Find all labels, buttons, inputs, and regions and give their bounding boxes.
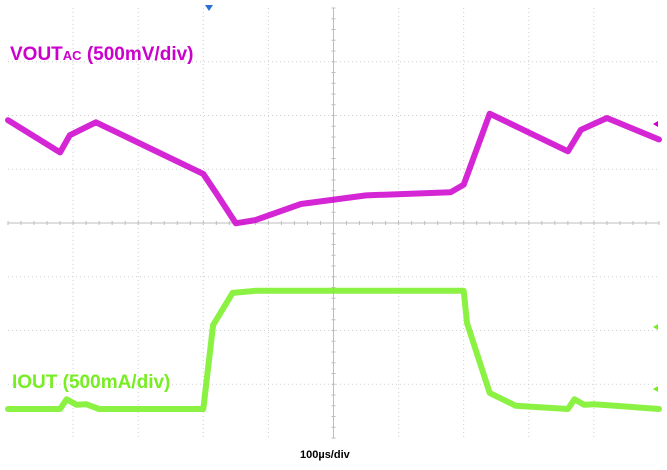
- series-label-vout-main: VOUT: [10, 44, 63, 65]
- trigger-position-marker: [205, 5, 213, 11]
- iout-trace: [5, 287, 662, 412]
- series-label-vout-subscript: AC: [62, 48, 82, 63]
- series-label-vout-scale: (500mV/div): [81, 44, 194, 65]
- series-label-vout: VOUTAC (500mV/div): [10, 44, 194, 66]
- vout-ground-marker: [653, 121, 658, 127]
- series-label-iout: IOUT (500mA/div): [12, 372, 171, 393]
- iout-ground-marker: [653, 386, 658, 392]
- time-scale-label: 100µs/div: [300, 449, 350, 461]
- channel-markers: [205, 5, 658, 392]
- iout-trigger-marker: [653, 324, 658, 330]
- chart-traces: [5, 110, 662, 412]
- vout-trace: [5, 110, 662, 227]
